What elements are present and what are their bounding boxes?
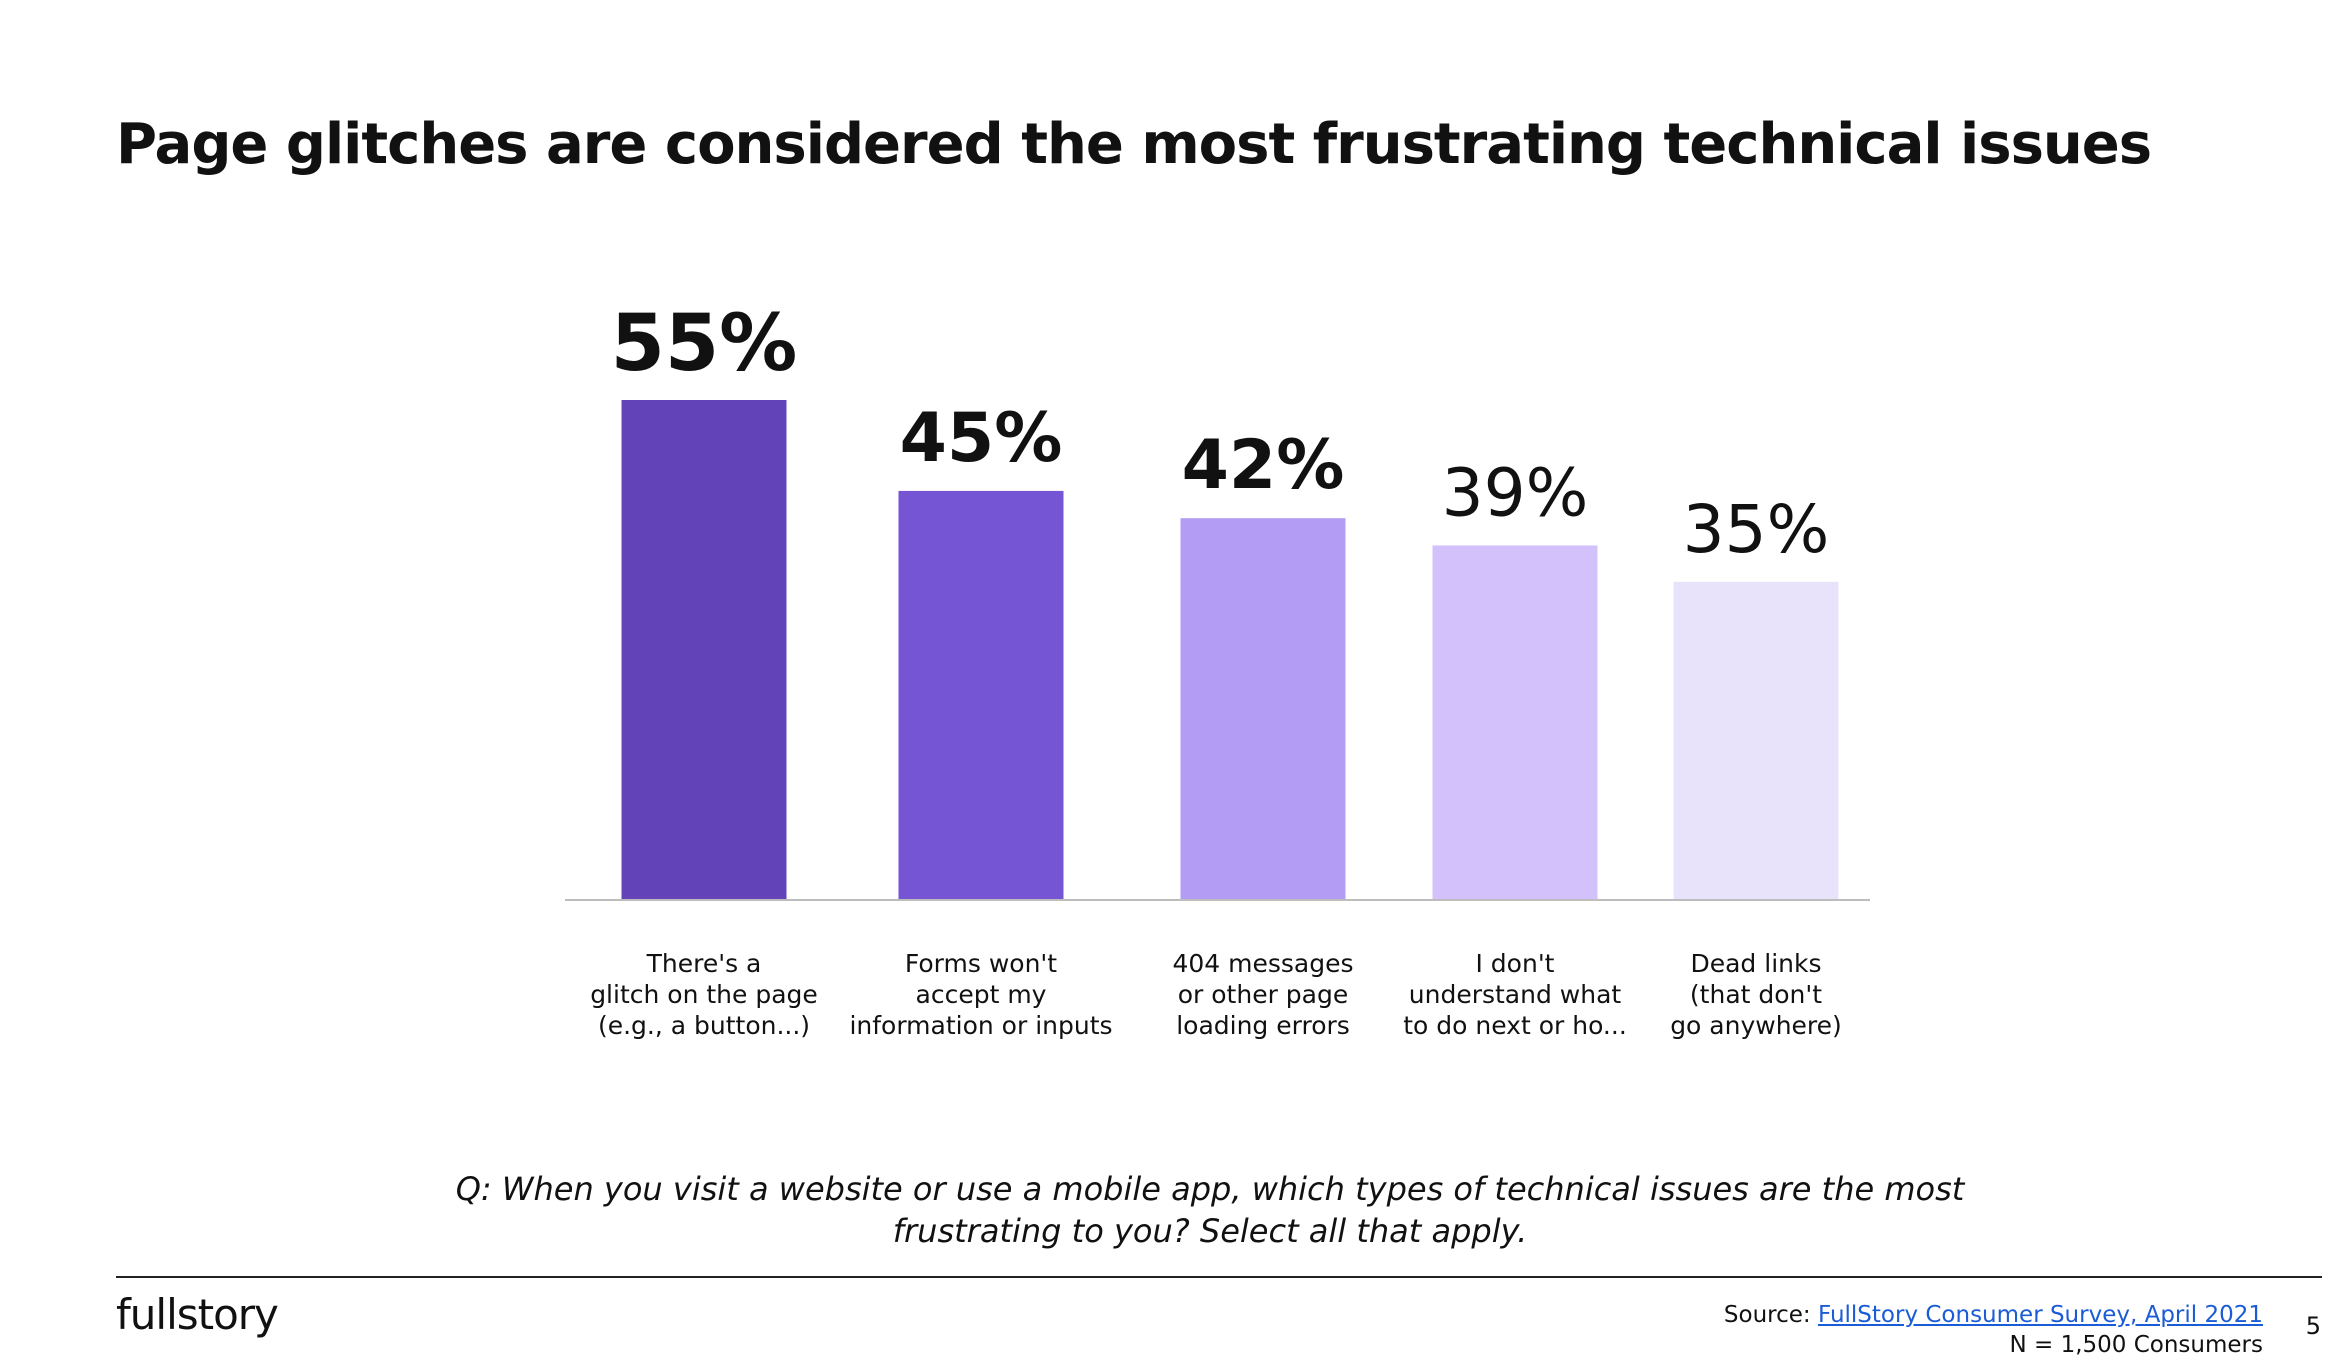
category-label-line: Dead links [1690,949,1821,978]
category-label-line: information or inputs [849,1011,1112,1040]
value-label-4: 39% [1442,454,1589,531]
category-label-5: Dead links (that don't go anywhere) [1670,949,1842,1040]
category-label-line: I don't [1475,949,1554,978]
category-label-1: There's a glitch on the page (e.g., a butt… [590,949,818,1040]
category-label-line: go anywhere) [1670,1011,1842,1040]
page-number: 5 [2305,1312,2321,1340]
value-label-3: 42% [1182,426,1345,505]
value-labels-group: 55% 45% 42% 39% 35% [611,299,1830,568]
bar-3 [1180,518,1346,900]
category-label-line: loading errors [1176,1011,1350,1040]
value-label-1: 55% [611,299,798,389]
category-label-line: 404 messages [1172,949,1353,978]
category-label-line: to do next or ho... [1403,1011,1627,1040]
category-labels-group: There's a glitch on the page (e.g., a butt… [590,949,1842,1040]
bars-group [621,400,1839,900]
source-block: Source: FullStory Consumer Survey, April… [1724,1300,2263,1360]
source-link[interactable]: FullStory Consumer Survey, April 2021 [1817,1302,2263,1328]
category-label-4: I don't understand what to do next or ho..… [1403,949,1627,1040]
category-label-3: 404 messages or other page loading errors [1172,949,1353,1040]
category-label-line: Forms won't [905,949,1057,978]
value-label-5: 35% [1683,491,1830,568]
survey-question-line1: Q: When you visit a website or use a mob… [455,1170,1965,1208]
sample-size: N = 1,500 Consumers [2009,1332,2263,1358]
bar-2 [898,490,1064,900]
source-prefix: Source: [1723,1302,1818,1328]
category-label-line: understand what [1409,980,1622,1009]
footer-divider [116,1276,2322,1278]
category-label-line: glitch on the page [590,980,818,1009]
survey-question: Q: When you visit a website or use a mob… [360,1168,2060,1252]
category-label-line: accept my [916,980,1047,1009]
category-label-line: There's a [646,949,762,978]
bar-chart: 55% 45% 42% 39% 35% There's a glitch on the p… [565,299,1870,1040]
bar-4 [1432,545,1598,900]
category-label-2: Forms won't accept my information or input… [849,949,1112,1040]
bar-1 [621,400,787,900]
survey-question-line2: frustrating to you? Select all that appl… [892,1212,1528,1250]
value-label-2: 45% [900,399,1063,478]
category-label-line: (e.g., a button...) [598,1011,810,1040]
source-line: Source: FullStory Consumer Survey, April… [1724,1300,2263,1330]
category-label-line: (that don't [1690,980,1822,1009]
category-label-line: or other page [1178,980,1349,1009]
page-title: Page glitches are considered the most fr… [116,112,2152,177]
bar-5 [1673,581,1839,900]
fullstory-logo: fullstory [116,1290,279,1339]
